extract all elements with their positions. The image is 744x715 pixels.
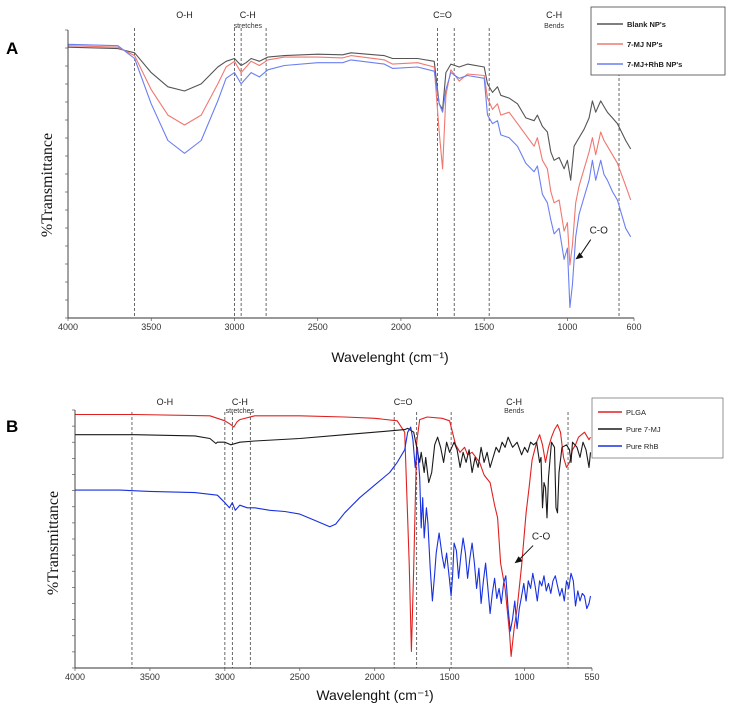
x-tick-label: 3000 bbox=[215, 672, 235, 682]
band-label: C-H bbox=[232, 397, 248, 407]
x-tick-label: 550 bbox=[584, 672, 599, 682]
panel-b-annotation: C-O bbox=[514, 532, 551, 564]
panel-a-letter: A bbox=[6, 39, 18, 58]
band-sublabel: Bends bbox=[504, 408, 524, 415]
panel-b-legend: PLGA Pure 7-MJ Pure RhB bbox=[591, 397, 724, 459]
x-tick-label: 1000 bbox=[515, 672, 535, 682]
panel-b-x-axis-label: Wavelenght (cm⁻¹) bbox=[316, 687, 433, 703]
panel-b-axes bbox=[72, 409, 592, 669]
series-line-pure-rhb bbox=[75, 426, 592, 632]
annotation-label: C-O bbox=[590, 226, 609, 237]
x-tick-label: 2500 bbox=[290, 672, 310, 682]
panel-b-y-axis-label: %Transmittance bbox=[45, 491, 62, 595]
band-sublabel: stretches bbox=[226, 408, 255, 415]
panel-a-series bbox=[67, 43, 632, 309]
panel-a-band-labels: O-H C-H stretches C=O C-H Bends bbox=[176, 10, 564, 30]
band-label: C-H bbox=[240, 10, 256, 20]
band-sublabel: Bends bbox=[544, 23, 564, 30]
series-line-7-mj-rhb-np-s bbox=[67, 43, 632, 309]
x-tick-label: 4000 bbox=[58, 322, 78, 332]
legend-entry: 7-MJ+RhB NP's bbox=[627, 60, 682, 69]
band-label: O-H bbox=[157, 397, 174, 407]
legend-entry: 7-MJ NP's bbox=[627, 40, 663, 49]
legend-entry: PLGA bbox=[626, 408, 646, 417]
panel-b-series bbox=[75, 413, 592, 657]
annotation-label: C-O bbox=[532, 532, 551, 543]
panel-a-y-axis-label: %Transmittance bbox=[39, 133, 56, 237]
panel-a-legend: Blank NP's 7-MJ NP's 7-MJ+RhB NP's bbox=[590, 6, 726, 76]
panel-a-annotation: C-O bbox=[575, 226, 608, 260]
series-line-7-mj-np-s bbox=[67, 45, 632, 266]
annotation-arrowhead bbox=[575, 252, 584, 260]
series-line-pure-7-mj bbox=[75, 427, 592, 519]
x-tick-label: 2500 bbox=[308, 322, 328, 332]
series-line-blank-np-s bbox=[67, 46, 632, 181]
band-label: O-H bbox=[176, 10, 193, 20]
panel-a-axes bbox=[65, 29, 634, 319]
x-tick-label: 4000 bbox=[65, 672, 85, 682]
panel-a-band-lines bbox=[134, 28, 620, 318]
panel-a-x-axis-label: Wavelenght (cm⁻¹) bbox=[331, 349, 448, 365]
band-label: C=O bbox=[433, 10, 452, 20]
band-sublabel: stretches bbox=[234, 23, 263, 30]
band-label: C=O bbox=[394, 397, 413, 407]
panel-b-x-ticks: 4000 3500 3000 2500 2000 1500 1000 550 bbox=[65, 668, 600, 682]
annotation-arrowhead bbox=[514, 556, 523, 564]
panel-b-letter: B bbox=[6, 417, 18, 436]
x-tick-label: 2000 bbox=[365, 672, 385, 682]
x-tick-label: 3500 bbox=[140, 672, 160, 682]
x-tick-label: 3000 bbox=[224, 322, 244, 332]
legend-entry: Blank NP's bbox=[627, 20, 666, 29]
panel-a-x-ticks: 4000 3500 3000 2500 2000 1500 1000 600 bbox=[58, 318, 642, 332]
annotation-arrow bbox=[578, 239, 592, 257]
x-tick-label: 3500 bbox=[141, 322, 161, 332]
panel-a-chart: A O-H C-H stretches C=O C-H Bends 4000 3500 300… bbox=[6, 6, 726, 365]
x-tick-label: 1000 bbox=[557, 322, 577, 332]
x-tick-label: 600 bbox=[626, 322, 641, 332]
x-tick-label: 1500 bbox=[474, 322, 494, 332]
band-label: C-H bbox=[546, 10, 562, 20]
series-line-plga bbox=[75, 413, 591, 657]
legend-entry: Pure 7-MJ bbox=[626, 425, 661, 434]
annotation-arrow bbox=[518, 545, 534, 561]
x-tick-label: 1500 bbox=[440, 672, 460, 682]
band-label: C-H bbox=[506, 397, 522, 407]
x-tick-label: 2000 bbox=[391, 322, 411, 332]
legend-entry: Pure RhB bbox=[626, 442, 659, 451]
